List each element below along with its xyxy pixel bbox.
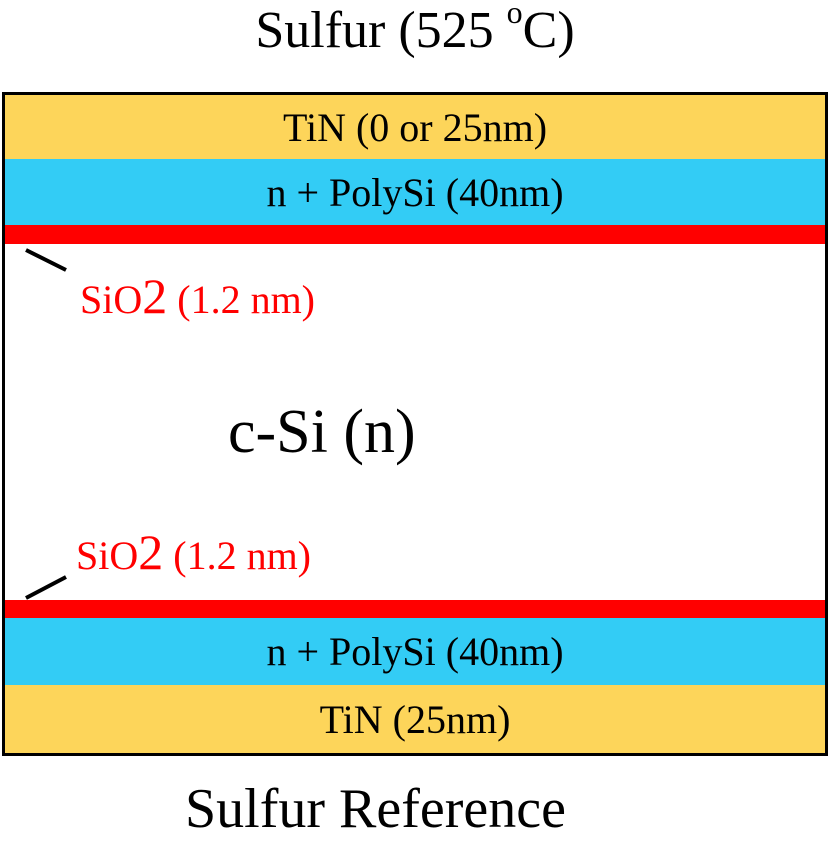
degree-superscript: o (506, 0, 523, 30)
polysi-bottom-label: n + PolySi (40nm) (266, 629, 564, 674)
tin-top-layer: TiN (0 or 25nm) (5, 95, 825, 159)
oxide-top-layer (5, 225, 825, 244)
polysi-top-label: n + PolySi (40nm) (266, 169, 564, 215)
oxide-top-label: SiO2 (1.2 nm) (80, 271, 316, 324)
layer-stack: TiN (0 or 25nm) n + PolySi (40nm) n + Po… (2, 92, 828, 756)
tin-bottom-layer: TiN (25nm) (5, 685, 825, 753)
bottom-title: Sulfur Reference (185, 778, 566, 840)
tin-bottom-label: TiN (25nm) (319, 696, 511, 742)
polysi-top-layer: n + PolySi (40nm) (5, 159, 825, 225)
oxide-bottom-prefix: SiO (76, 533, 139, 578)
polysi-bottom-layer: n + PolySi (40nm) (5, 618, 825, 685)
top-title-unit: C) (522, 2, 575, 59)
top-title-text: Sulfur (525 (255, 2, 507, 59)
tin-top-label: TiN (0 or 25nm) (282, 104, 548, 150)
oxide-bottom-layer (5, 600, 825, 618)
oxide-top-thickness: (1.2 nm) (167, 277, 316, 322)
oxide-top-prefix: SiO (80, 277, 143, 322)
oxide-top-subscript: 2 (142, 268, 168, 324)
oxide-bottom-label: SiO2 (1.2 nm) (76, 527, 312, 580)
substrate-label: c-Si (n) (228, 398, 416, 466)
oxide-bottom-subscript: 2 (138, 524, 164, 580)
oxide-bottom-thickness: (1.2 nm) (163, 533, 312, 578)
top-title: Sulfur (525 oC) (0, 0, 830, 62)
oxide-bottom-leader (25, 575, 67, 600)
oxide-top-leader (25, 248, 67, 272)
